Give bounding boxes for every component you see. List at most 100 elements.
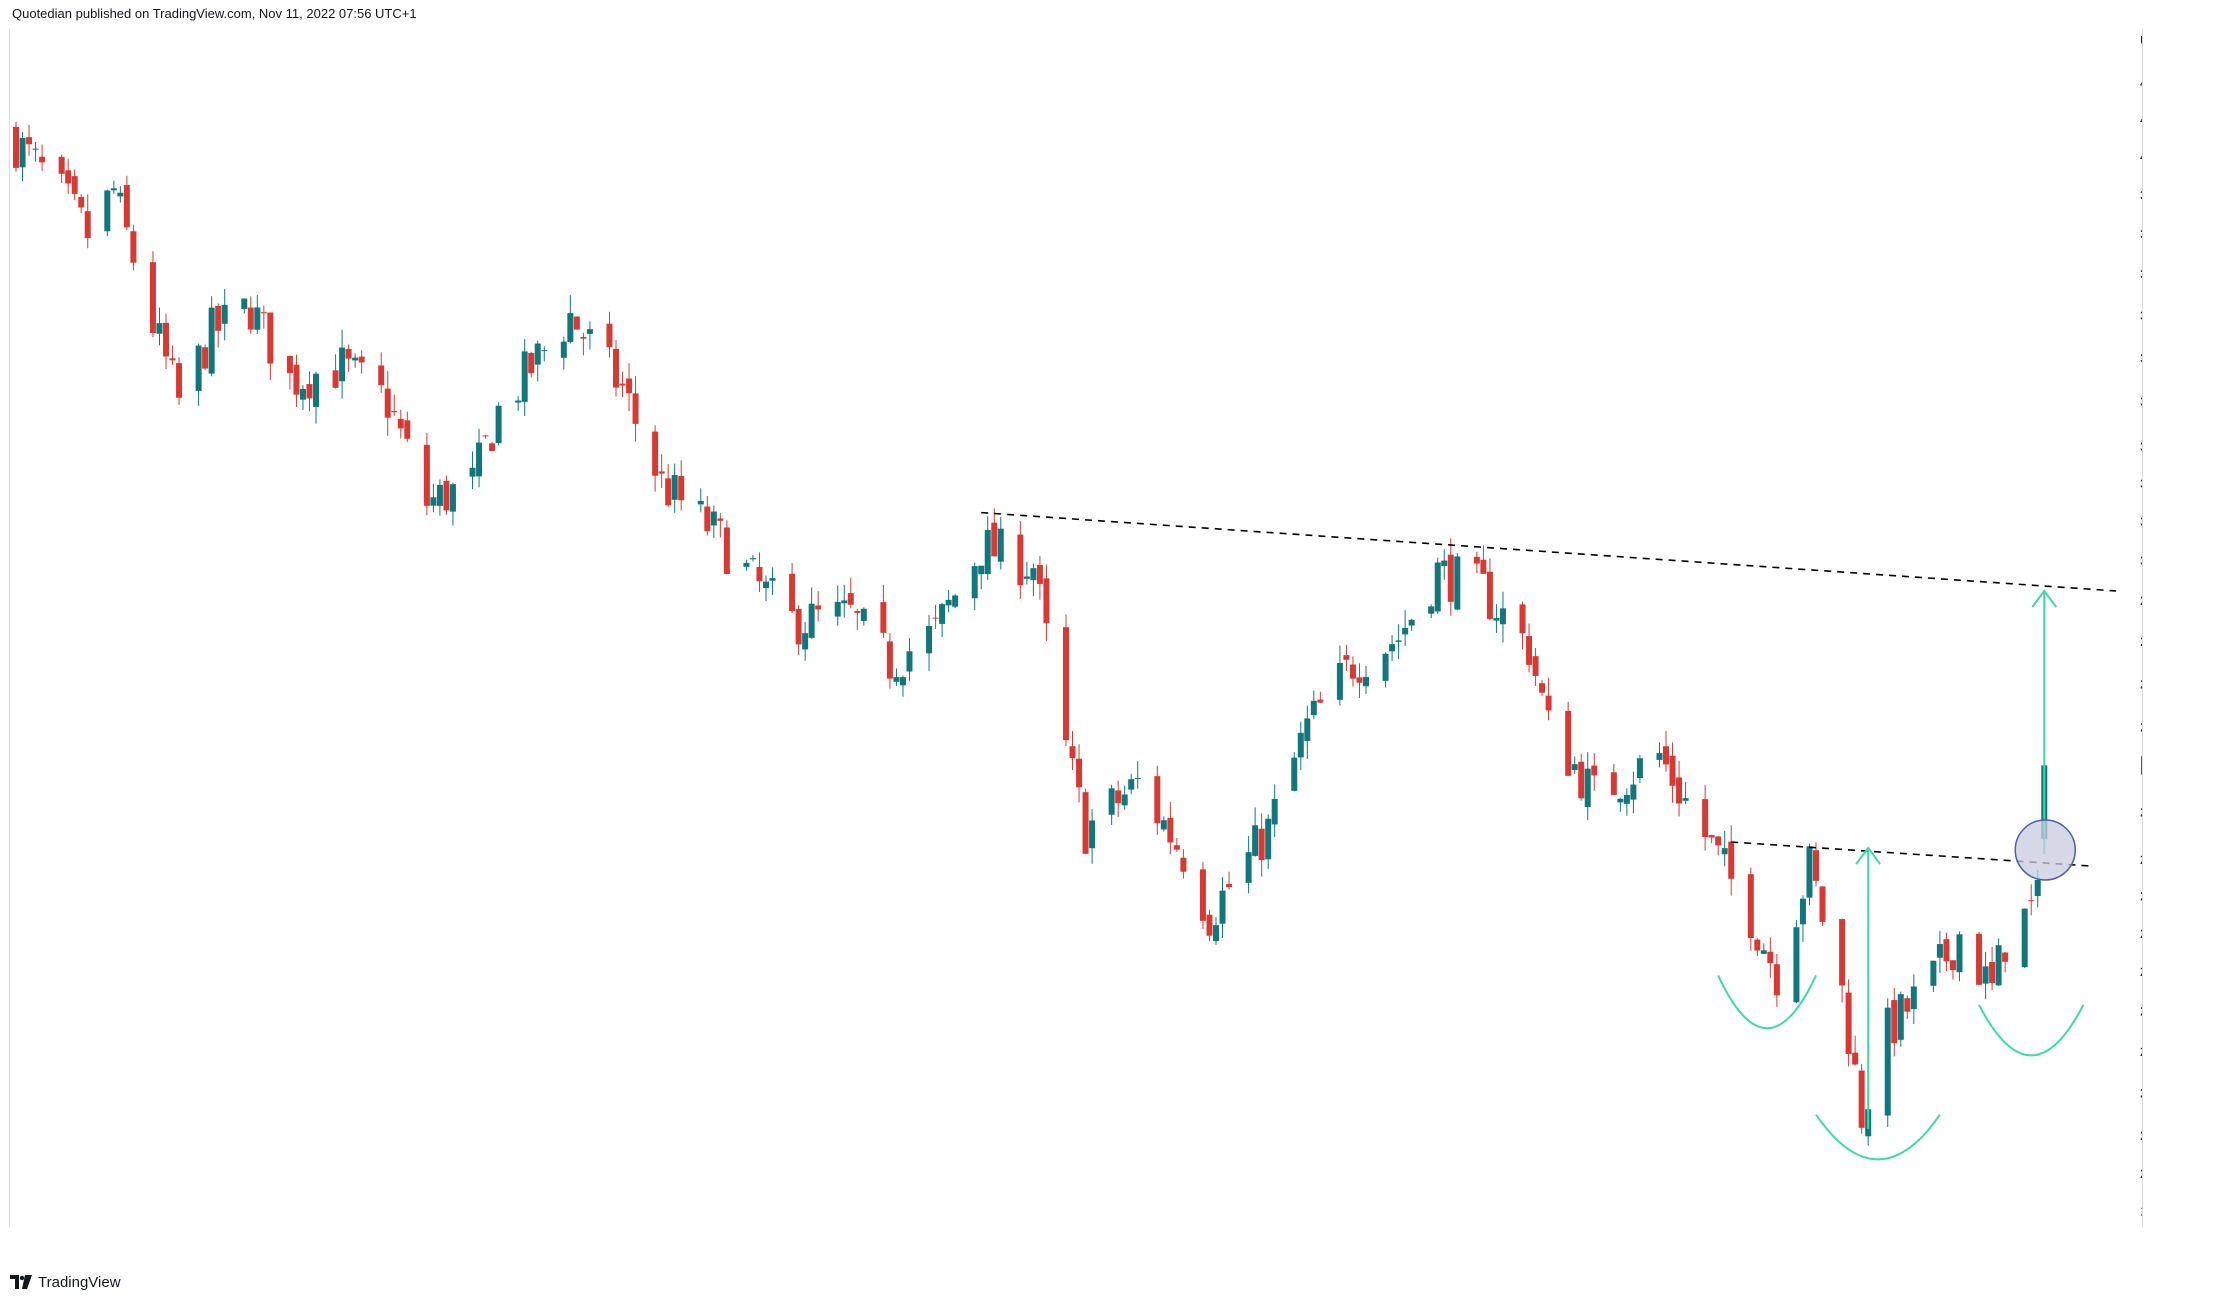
candle-up bbox=[971, 562, 978, 610]
candle-up bbox=[1982, 951, 1989, 1000]
candle-down bbox=[404, 411, 411, 443]
y-tick-label: 3140.00 bbox=[2140, 514, 2142, 529]
candle-down bbox=[991, 508, 998, 557]
candle-up bbox=[1252, 807, 1259, 857]
candle-up bbox=[1721, 831, 1728, 867]
candle-up bbox=[1089, 809, 1096, 864]
candle-up bbox=[430, 483, 437, 513]
candle-up bbox=[1428, 604, 1435, 619]
candle-down bbox=[1486, 558, 1493, 621]
candle-down bbox=[1663, 730, 1669, 772]
candle-up bbox=[1363, 665, 1369, 694]
y-tick-label: 2270.00 bbox=[2140, 1004, 2142, 1019]
price-axis[interactable]: USD 4200.00 4100.00 4000.00 3900.00 3800.00 37… bbox=[2140, 33, 2187, 1219]
candle-up bbox=[1297, 721, 1304, 771]
candle-down bbox=[815, 591, 822, 622]
candle-down bbox=[1976, 931, 1983, 986]
candle-up bbox=[19, 132, 26, 182]
candle-up bbox=[515, 396, 522, 411]
candle-up bbox=[1995, 938, 2002, 986]
candle-up bbox=[1395, 624, 1402, 660]
candle-down bbox=[756, 552, 763, 592]
candle-down bbox=[1591, 753, 1598, 791]
candle-up bbox=[1441, 549, 1448, 580]
right-shoulder-arc bbox=[1978, 1004, 2085, 1057]
candle-down bbox=[247, 296, 254, 334]
candle-down bbox=[482, 434, 489, 439]
candle-down bbox=[65, 158, 72, 195]
neckline-upper-line bbox=[981, 511, 2117, 592]
chart-svg[interactable]: USD 4200.00 4100.00 4000.00 3900.00 3800.00 37… bbox=[2, 28, 2203, 1256]
candle-down bbox=[1891, 987, 1898, 1057]
candle-down bbox=[1610, 763, 1617, 795]
candle-up bbox=[299, 385, 306, 410]
candle-up bbox=[1910, 974, 1917, 1024]
y-tick-label: 2740.00 bbox=[2140, 720, 2142, 735]
candle-down bbox=[1702, 785, 1709, 851]
candle-down bbox=[847, 577, 854, 609]
candle-down bbox=[1767, 937, 1774, 979]
candle-up bbox=[1408, 618, 1415, 631]
candle-down bbox=[678, 460, 685, 511]
y-tick-label: 4100.00 bbox=[2140, 112, 2142, 127]
candle-down bbox=[1082, 788, 1089, 855]
candle-up bbox=[254, 295, 261, 335]
arrow-short-icon bbox=[1855, 846, 1881, 1129]
y-tick-label: 2330.00 bbox=[2140, 964, 2142, 979]
candle-down bbox=[1199, 862, 1206, 930]
currency-label: USD bbox=[2140, 33, 2142, 48]
candle-down bbox=[1839, 918, 1846, 1003]
candle-up bbox=[906, 638, 913, 681]
candle-up bbox=[1121, 785, 1128, 810]
candle-up bbox=[1930, 960, 1937, 993]
candle-down bbox=[1349, 656, 1356, 687]
candle-down bbox=[619, 371, 626, 397]
candle-up bbox=[339, 329, 346, 399]
candle-up bbox=[1617, 797, 1624, 812]
candle-up bbox=[763, 575, 769, 601]
candle-down bbox=[345, 344, 352, 372]
candle-up bbox=[521, 339, 528, 416]
candle-down bbox=[613, 339, 619, 397]
candle-up bbox=[1213, 917, 1219, 945]
candle-up bbox=[104, 189, 111, 237]
candle-up bbox=[221, 288, 228, 341]
candle-down bbox=[880, 584, 887, 638]
candle-up bbox=[1265, 814, 1272, 869]
candle-up bbox=[1030, 563, 1037, 597]
candle-down bbox=[665, 463, 672, 508]
candle-up bbox=[313, 371, 319, 424]
candle-down bbox=[71, 169, 78, 200]
price-chart[interactable]: USD 4200.00 4100.00 4000.00 3900.00 3800.00 37… bbox=[2, 28, 2203, 1256]
candle-down bbox=[84, 194, 91, 249]
candle-up bbox=[1291, 752, 1298, 792]
candle-up bbox=[2021, 908, 2028, 968]
candle-up bbox=[984, 516, 991, 580]
candle-up bbox=[1271, 784, 1278, 837]
y-tick-label: 3700.00 bbox=[2140, 267, 2142, 282]
y-tick-label: 2090.00 bbox=[2140, 1128, 2142, 1143]
candle-up bbox=[834, 585, 841, 626]
candle-up bbox=[1656, 742, 1663, 768]
y-tick-label: 3900.00 bbox=[2140, 187, 2142, 202]
candle-down bbox=[215, 303, 222, 348]
candle-down bbox=[1447, 538, 1454, 616]
candle-down bbox=[1206, 909, 1213, 942]
candle-down bbox=[1813, 842, 1819, 887]
candle-down bbox=[1773, 953, 1780, 1007]
candle-down bbox=[306, 371, 313, 412]
candle-up bbox=[841, 584, 848, 618]
y-tick-label: 3500.00 bbox=[2140, 350, 2142, 365]
candle-down bbox=[1480, 545, 1487, 575]
candle-down bbox=[39, 144, 46, 171]
candle-up bbox=[1799, 895, 1806, 942]
candle-down bbox=[1545, 677, 1552, 721]
candle-up bbox=[1956, 931, 1963, 982]
head-arc bbox=[1815, 1114, 1941, 1161]
y-tick-label: 2210.00 bbox=[2140, 1044, 2142, 1059]
candle-up bbox=[893, 668, 900, 686]
candle-down bbox=[130, 224, 137, 271]
candle-down bbox=[652, 425, 659, 492]
candle-down bbox=[286, 355, 293, 390]
candle-up bbox=[802, 621, 809, 661]
